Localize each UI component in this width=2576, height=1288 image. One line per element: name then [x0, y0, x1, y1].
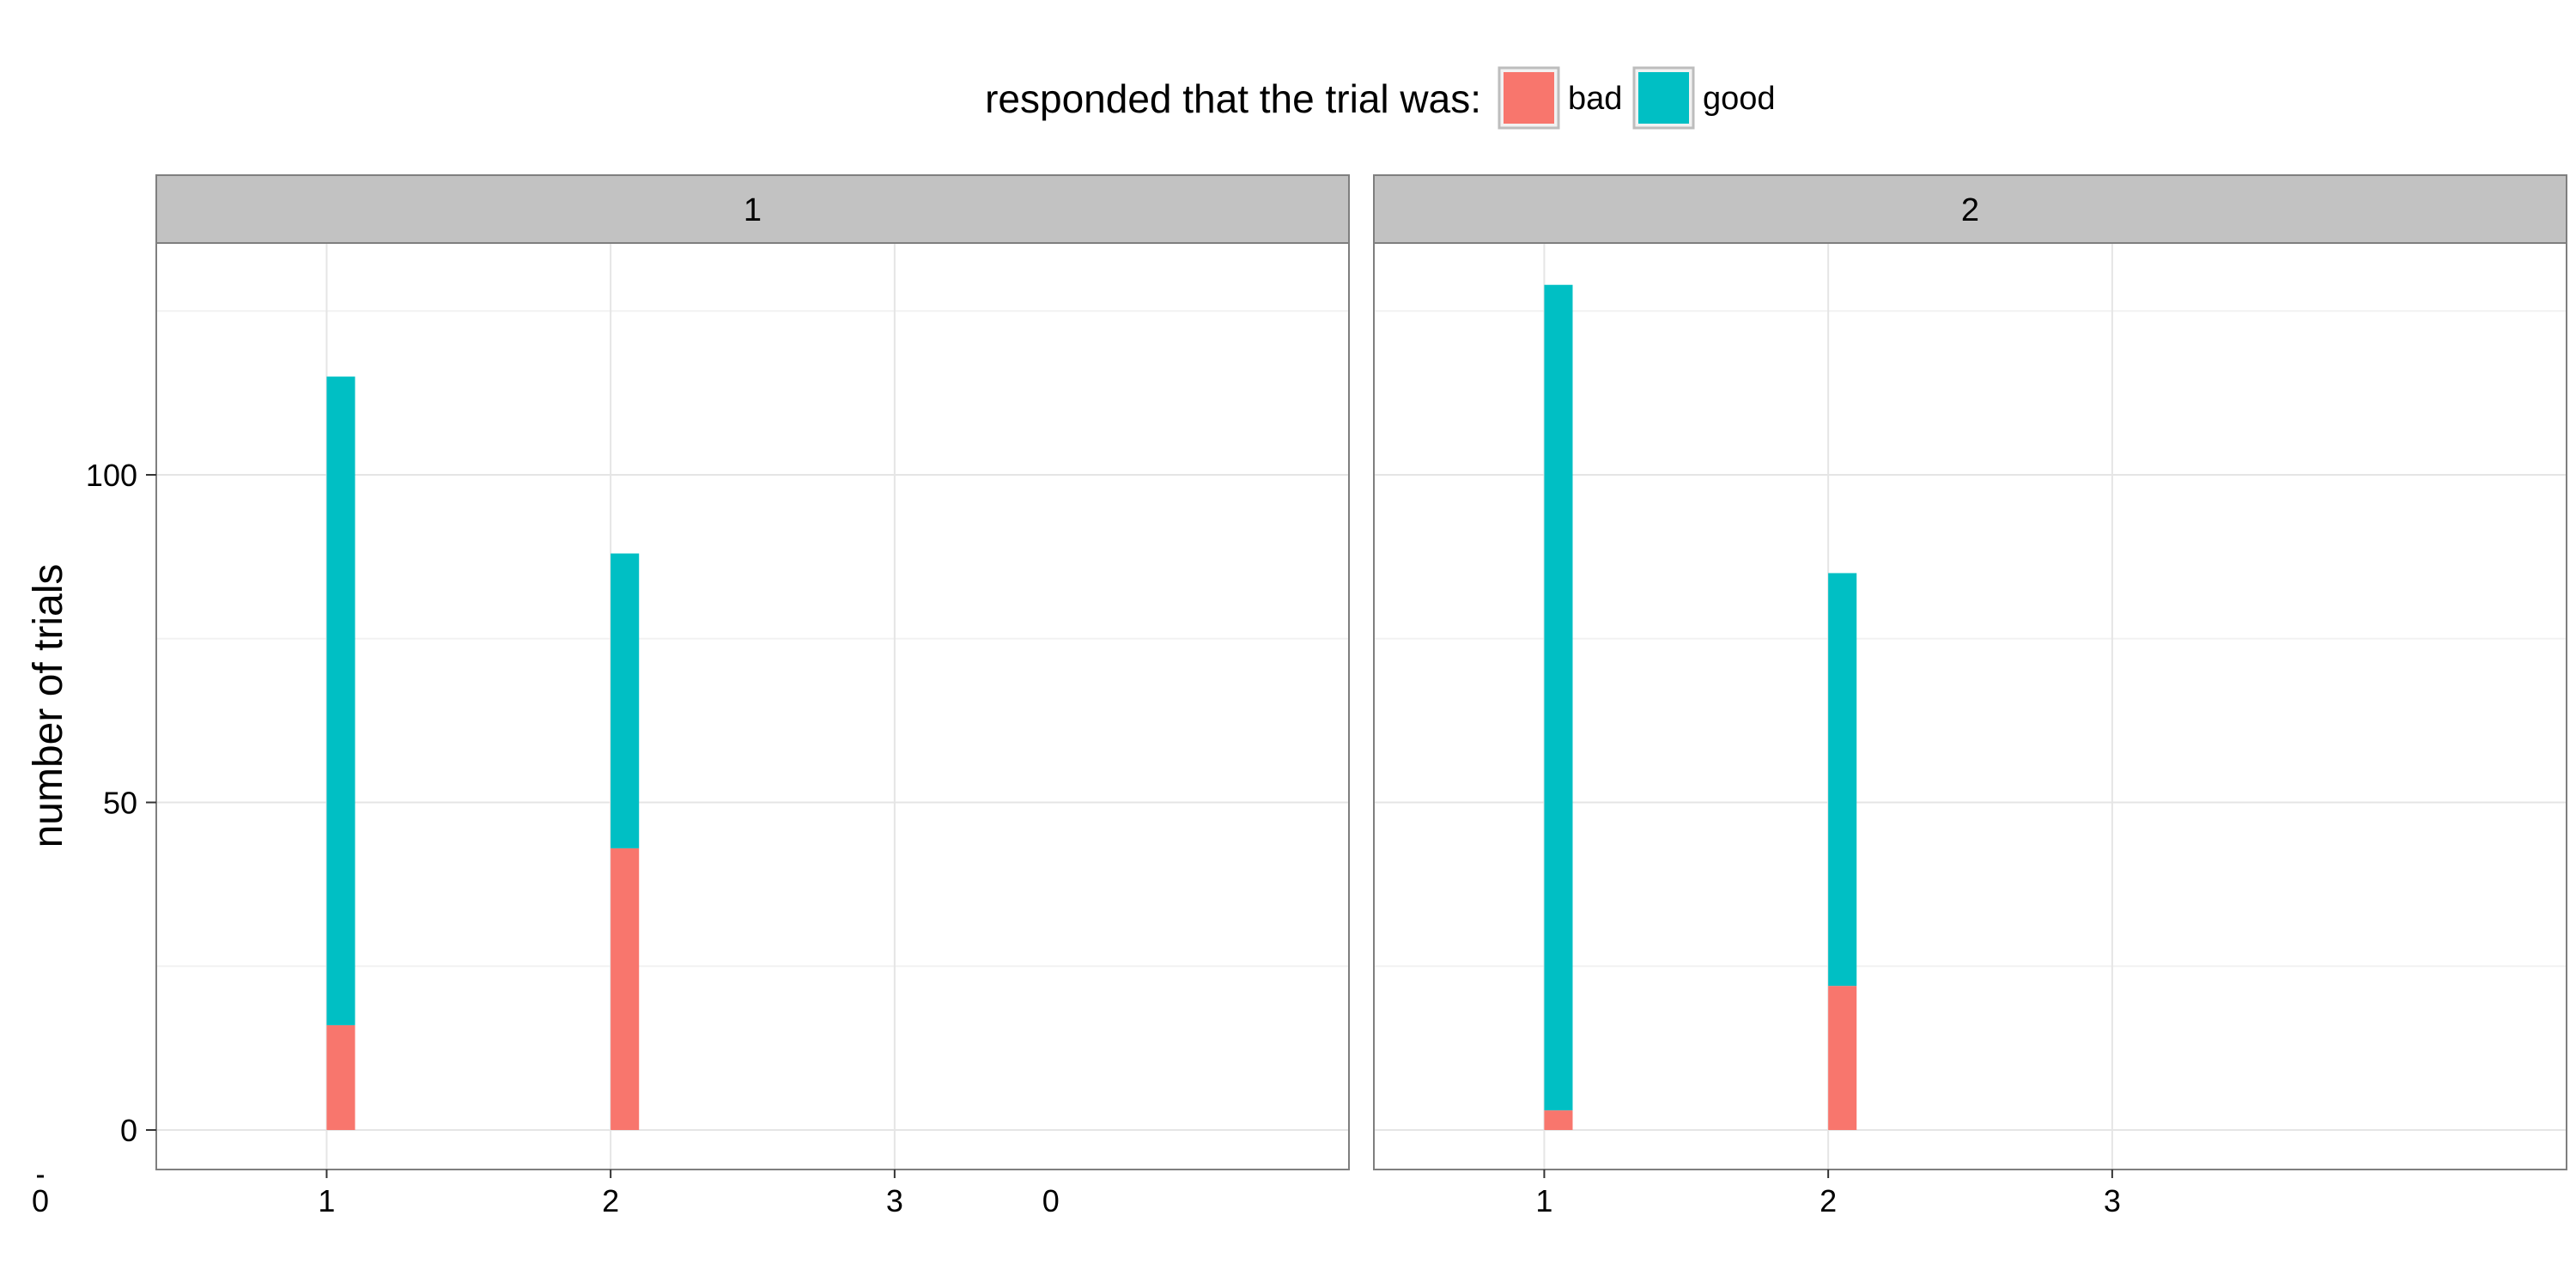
- legend: responded that the trial was: bad good: [985, 66, 1776, 130]
- facet-strip-label: 1: [744, 192, 762, 228]
- panel-border: [155, 242, 1350, 1170]
- x-tick-label: 1: [1535, 1183, 1552, 1218]
- facet-panels: 1 1 2 3 2 1 2 3: [155, 174, 2567, 1218]
- bar-good-x2: [611, 553, 640, 848]
- y-tick-label: 50: [103, 786, 137, 821]
- legend-label-good: good: [1703, 81, 1776, 117]
- y-axis: 0 50 100: [86, 458, 156, 1148]
- bar-good-x2: [1828, 573, 1857, 987]
- facet-strip-label: 2: [1961, 192, 1979, 228]
- facet-strip: [155, 174, 1350, 244]
- bar-bad-x2: [1828, 986, 1857, 1130]
- facet-panel-1: 1 1 2 3: [155, 174, 1350, 1218]
- facet-panel-2: 2 1 2 3: [1373, 174, 2567, 1218]
- legend-key-good: [1638, 72, 1689, 124]
- bar-bad-x1: [326, 1024, 355, 1130]
- y-tick-label: 100: [86, 458, 137, 493]
- legend-key-bad: [1504, 72, 1554, 124]
- x-tick-label: 3: [2104, 1183, 2121, 1218]
- y-axis-title: number of trials: [26, 564, 71, 848]
- y-tick-label: 0: [120, 1113, 137, 1148]
- bar-bad-x1: [1544, 1110, 1573, 1130]
- x-tick-label: 2: [1820, 1183, 1837, 1218]
- x-tick-label: 3: [886, 1183, 903, 1218]
- legend-label-bad: bad: [1568, 81, 1622, 117]
- x-tick-label: 2: [602, 1183, 619, 1218]
- panel-border: [1373, 242, 2567, 1170]
- extra-x-tick-label: 0: [1042, 1183, 1060, 1218]
- bar-bad-x2: [611, 848, 640, 1130]
- bar-good-x1: [1544, 284, 1573, 1111]
- x-tick-label: 1: [318, 1183, 335, 1218]
- legend-title: responded that the trial was:: [985, 76, 1481, 121]
- bar-good-x1: [326, 376, 355, 1025]
- extra-x-tick-label: 0: [32, 1183, 49, 1218]
